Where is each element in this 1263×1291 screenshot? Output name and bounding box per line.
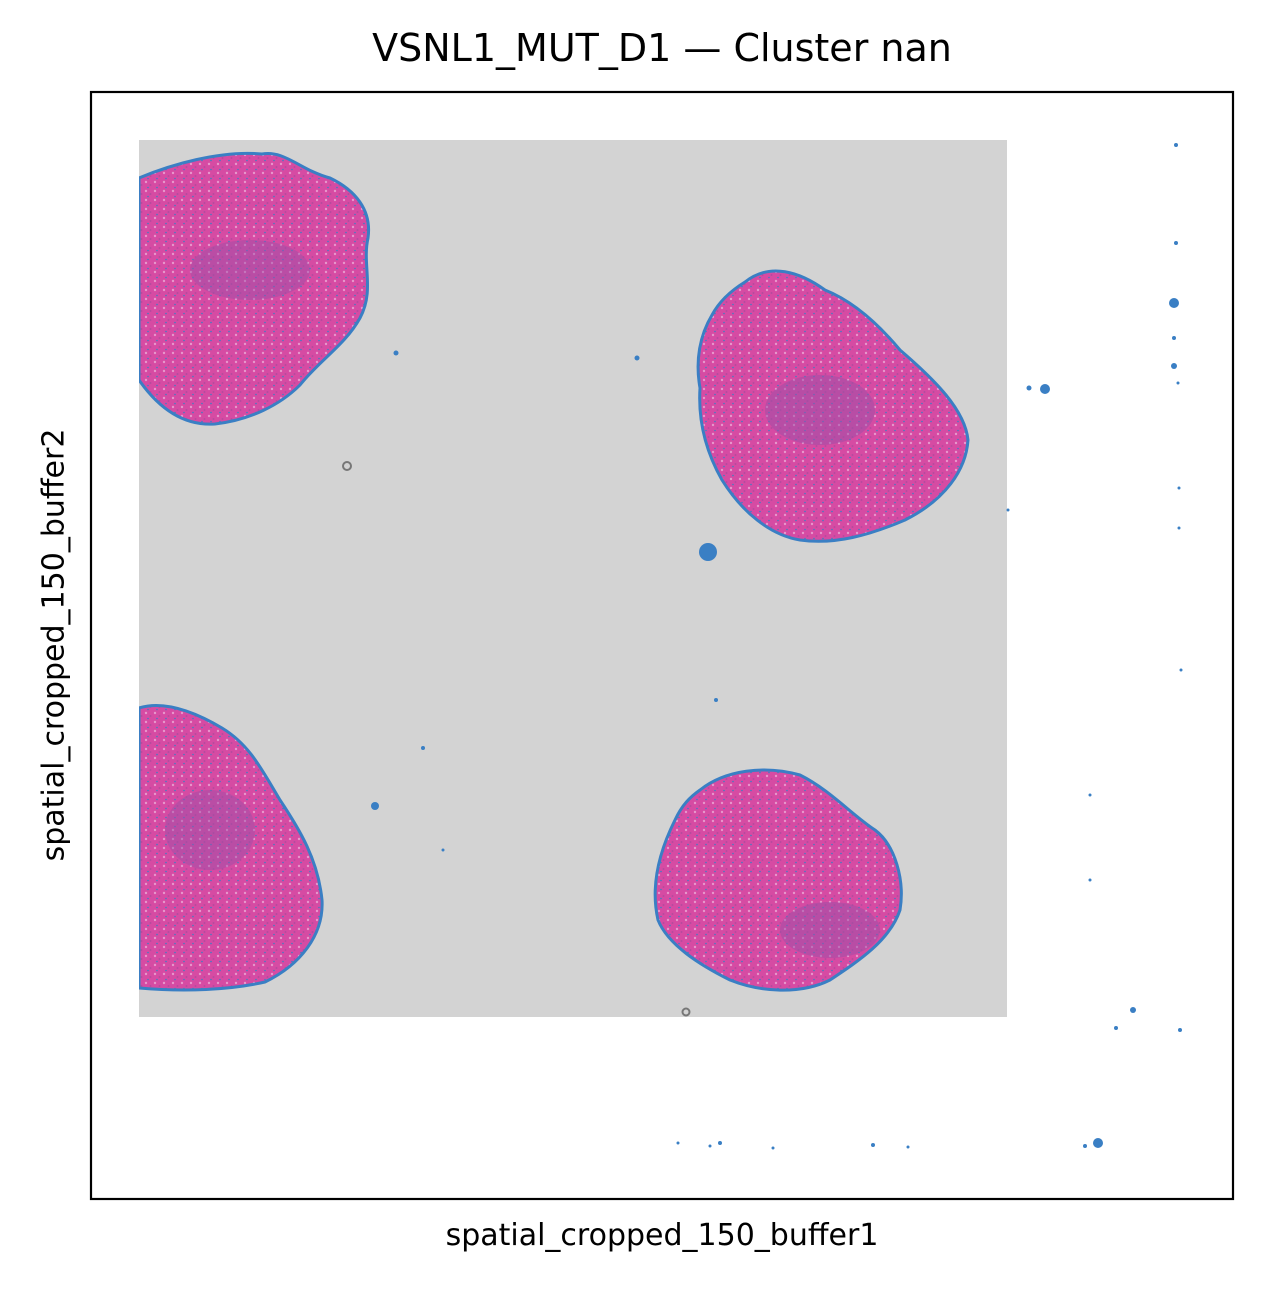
spot-point: [371, 802, 379, 810]
spot-point: [718, 1141, 722, 1145]
spot-point: [1176, 381, 1180, 385]
spot-point: [714, 698, 718, 702]
spot-point: [1177, 486, 1181, 490]
spot-point: [1179, 668, 1183, 672]
tissue-structure: [765, 375, 875, 445]
chart-title: VSNL1_MUT_D1 — Cluster nan: [372, 26, 952, 70]
spot-point: [871, 1143, 875, 1147]
x-axis-label: spatial_cropped_150_buffer1: [445, 1218, 879, 1253]
spot-point: [1172, 336, 1176, 340]
spot-point: [1114, 1026, 1118, 1030]
spot-point: [708, 1144, 712, 1148]
spot-point: [1093, 1138, 1103, 1148]
spot-point: [906, 1145, 910, 1149]
spot-point: [1177, 526, 1181, 530]
y-axis-label: spatial_cropped_150_buffer2: [36, 428, 72, 862]
spot-point: [421, 746, 425, 750]
stray-spots: [371, 143, 1183, 1150]
slide-artifact: [681, 1007, 691, 1017]
spot-point: [771, 1146, 775, 1150]
tissue-section-top-left: [139, 151, 371, 426]
spot-point: [1130, 1007, 1136, 1013]
tissue-section-bottom-left: [139, 703, 324, 992]
spot-point: [441, 848, 445, 852]
spot-point: [1174, 143, 1178, 147]
spot-point: [393, 350, 399, 356]
slide-artifact: [342, 461, 352, 471]
spot-point: [1088, 878, 1092, 882]
spot-point: [1083, 1144, 1087, 1148]
spot-point: [1088, 793, 1092, 797]
tissue-structure: [165, 790, 255, 870]
tissue-structure: [190, 240, 310, 300]
spot-point: [1174, 241, 1178, 245]
spot-point: [1040, 384, 1050, 394]
axes-frame: [89, 90, 1235, 1201]
spot-point: [699, 543, 717, 561]
spot-point: [1026, 385, 1032, 391]
spot-point: [1006, 508, 1010, 512]
spot-point: [1178, 1028, 1182, 1032]
spot-point: [1171, 363, 1177, 369]
spot-point: [676, 1141, 680, 1145]
tissue-structure: [780, 902, 880, 958]
spot-point: [634, 355, 640, 361]
spot-point: [1169, 298, 1179, 308]
